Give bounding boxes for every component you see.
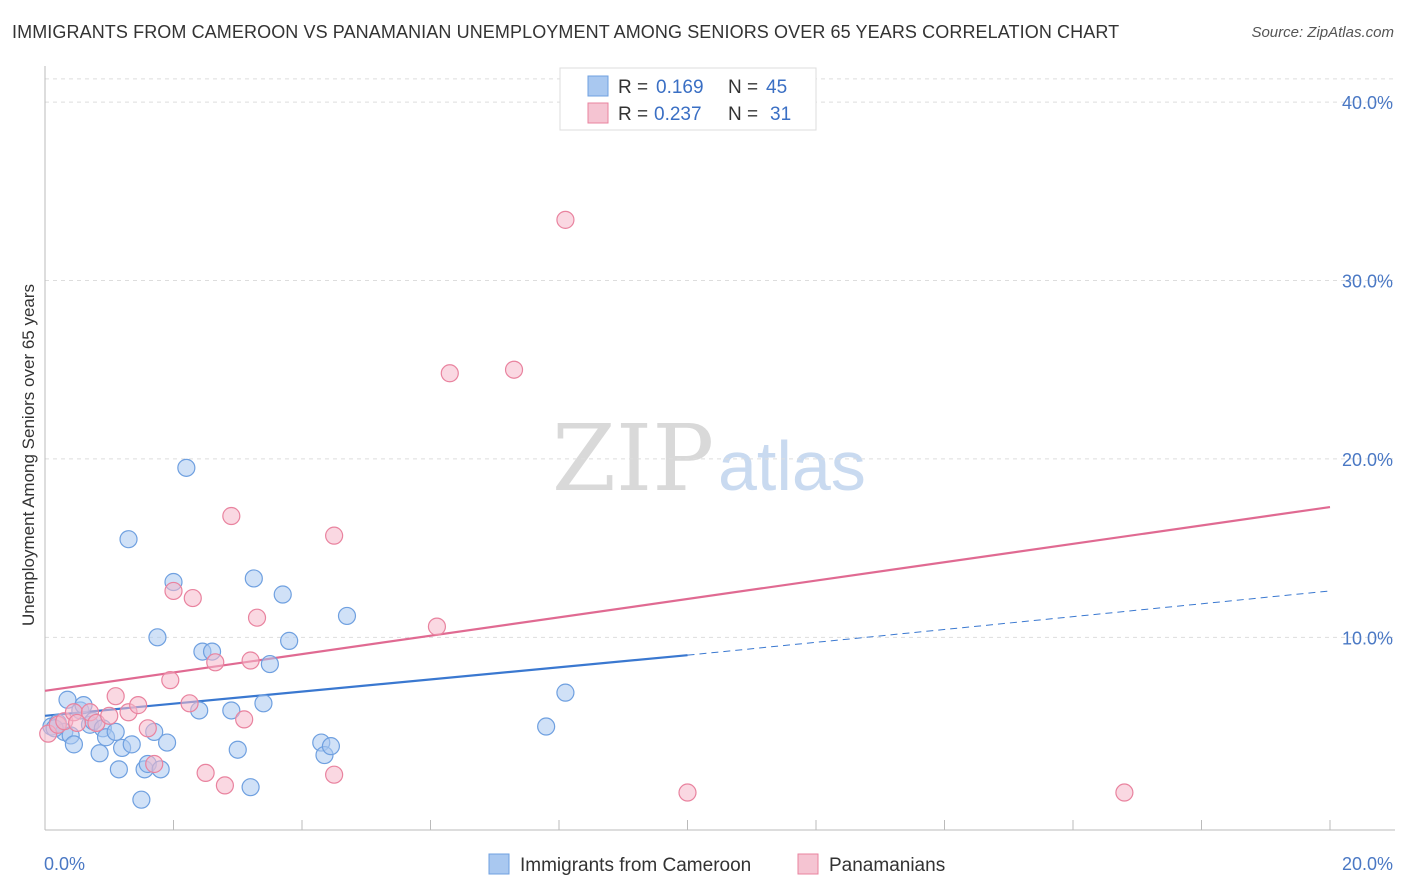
cameroon-point-17 bbox=[122, 735, 141, 754]
panamanian-point-18 bbox=[206, 653, 225, 672]
cameroon-point-14 bbox=[109, 760, 128, 779]
x-tick-label-0: 0.0% bbox=[44, 854, 85, 874]
cameroon-point-18 bbox=[132, 790, 151, 809]
legend-r-label-2: R = bbox=[618, 104, 648, 125]
cameroon-point-10 bbox=[90, 744, 109, 763]
cameroon-point-26 bbox=[177, 458, 196, 477]
bottom-legend-swatch-cameroon bbox=[488, 853, 510, 875]
panamanian-point-28 bbox=[504, 360, 524, 379]
panamanian-point-16 bbox=[180, 694, 199, 713]
x-tick-label-1: 20.0% bbox=[1342, 854, 1393, 874]
y-tick-label-0: 10.0% bbox=[1342, 628, 1393, 648]
cameroon-point-13 bbox=[106, 722, 125, 741]
panamanian-point-15 bbox=[183, 588, 202, 608]
legend-n-label-2: N = bbox=[728, 104, 758, 125]
cameroon-point-32 bbox=[241, 778, 260, 797]
panamanian-point-29 bbox=[556, 210, 575, 229]
cameroon-trend-extension bbox=[687, 590, 1331, 656]
panamanian-point-26 bbox=[427, 617, 447, 636]
panamanian-point-19 bbox=[215, 776, 234, 795]
cameroon-point-33 bbox=[244, 569, 263, 588]
cameroon-point-40 bbox=[321, 737, 341, 756]
y-tick-label-1: 20.0% bbox=[1342, 450, 1393, 470]
panamanian-point-12 bbox=[145, 754, 164, 774]
legend-r-label-1: R = bbox=[618, 77, 648, 98]
y-tick-label-3: 40.0% bbox=[1342, 93, 1393, 113]
x-tick-labels: 0.0% 20.0% bbox=[44, 854, 1393, 874]
cameroon-trend-line bbox=[44, 654, 688, 717]
y-tick-labels: 10.0% 20.0% 30.0% 40.0% bbox=[1342, 93, 1393, 648]
grid bbox=[45, 78, 1395, 638]
panamanian-point-21 bbox=[235, 710, 254, 729]
scatter-points bbox=[39, 210, 1134, 809]
series-legend: Immigrants from Cameroon Panamanians bbox=[488, 853, 945, 876]
legend-n-label-1: N = bbox=[728, 77, 758, 98]
panamanian-point-27 bbox=[440, 364, 459, 383]
axes bbox=[44, 66, 1395, 831]
legend-n-value-1: 45 bbox=[766, 77, 787, 98]
cameroon-point-37 bbox=[280, 631, 299, 650]
cameroon-point-34 bbox=[254, 694, 273, 713]
panamanian-point-8 bbox=[106, 687, 125, 706]
legend-swatch-panamanians bbox=[587, 102, 609, 124]
cameroon-point-31 bbox=[228, 740, 247, 759]
trend-lines bbox=[44, 506, 1331, 717]
cameroon-point-24 bbox=[157, 733, 177, 752]
legend-swatch-cameroon bbox=[587, 75, 609, 97]
bottom-legend-label-cameroon: Immigrants from Cameroon bbox=[520, 855, 751, 876]
stats-legend: R = 0.169 N = 45 R = 0.237 N = 31 bbox=[559, 67, 817, 131]
panamanian-point-22 bbox=[241, 651, 260, 670]
cameroon-point-5 bbox=[64, 735, 84, 754]
cameroon-point-16 bbox=[119, 530, 138, 549]
watermark-atlas: atlas bbox=[718, 427, 866, 505]
panamanian-point-13 bbox=[161, 671, 180, 690]
cameroon-point-36 bbox=[273, 585, 292, 604]
panamanian-point-11 bbox=[138, 719, 157, 738]
panamanian-point-10 bbox=[129, 696, 148, 715]
panamanian-point-20 bbox=[222, 506, 241, 526]
bottom-legend-swatch-panamanians bbox=[797, 853, 819, 875]
cameroon-point-30 bbox=[222, 701, 241, 720]
y-tick-label-2: 30.0% bbox=[1342, 272, 1393, 292]
cameroon-point-41 bbox=[337, 606, 357, 626]
y-axis-title: Unemployment Among Seniors over 65 years bbox=[19, 284, 38, 626]
panamanian-point-31 bbox=[1115, 783, 1134, 802]
panamanian-point-14 bbox=[164, 581, 183, 601]
panamanian-point-7 bbox=[100, 706, 119, 725]
chart-source: Source: ZipAtlas.com bbox=[1251, 24, 1394, 41]
cameroon-point-42 bbox=[537, 717, 556, 736]
cameroon-point-22 bbox=[148, 628, 167, 647]
bottom-legend-label-panamanians: Panamanians bbox=[829, 855, 945, 876]
cameroon-point-43 bbox=[556, 683, 575, 702]
chart-title: IMMIGRANTS FROM CAMEROON VS PANAMANIAN U… bbox=[12, 22, 1120, 42]
legend-n-value-2: 31 bbox=[770, 104, 791, 125]
panamanian-trend-line bbox=[44, 506, 1331, 692]
panamanian-point-24 bbox=[325, 526, 344, 545]
legend-r-value-1: 0.169 bbox=[656, 77, 704, 98]
legend-r-value-2: 0.237 bbox=[654, 104, 702, 125]
panamanian-point-23 bbox=[247, 608, 267, 627]
panamanian-point-17 bbox=[196, 763, 215, 783]
panamanian-point-25 bbox=[325, 765, 344, 784]
panamanian-point-4 bbox=[68, 713, 87, 733]
panamanian-point-30 bbox=[678, 783, 697, 802]
cameroon-point-35 bbox=[260, 654, 279, 674]
